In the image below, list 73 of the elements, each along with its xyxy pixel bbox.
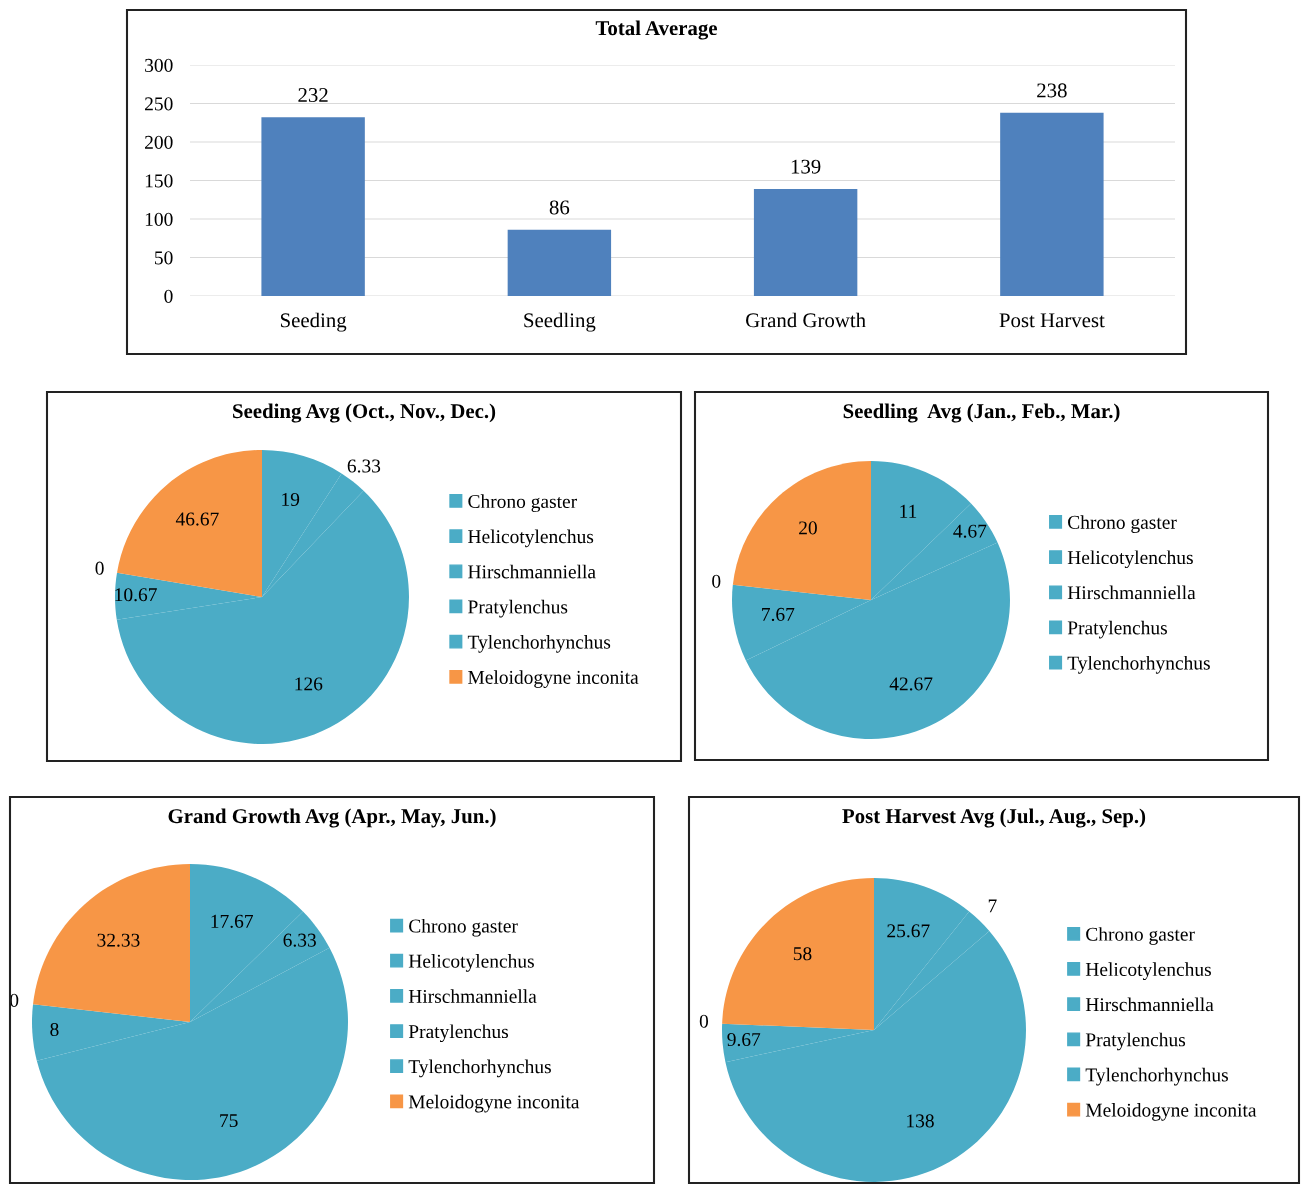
legend-label: Pratylenchus [1085,1032,1186,1051]
data-label: 20 [799,521,817,535]
data-label: 9.67 [727,1032,761,1047]
bar [507,229,612,296]
data-label: 7 [988,899,997,913]
data-label: 8 [50,1022,59,1037]
data-label: 6.33 [283,933,316,947]
data-label: 139 [791,159,821,174]
x-tick-label: Grand Growth [746,312,866,328]
legend-label: Helicotylenchus [468,529,594,548]
legend-label: Meloidogyne inconita [1085,1103,1257,1121]
legend-label: Chrono gaster [409,918,518,937]
y-tick-label: 100 [145,212,173,226]
legend-label: Pratylenchus [468,599,568,618]
legend-label: Hirschmanniella [408,989,537,1003]
data-label: 11 [900,504,917,518]
data-label: 42.67 [889,677,933,691]
legend-label: Helicotylenchus [408,954,534,972]
data-label: 25.67 [887,924,930,938]
legend-label: Meloidogyne inconita [468,670,639,688]
chart-title: Post Harvest Avg (Jul., Aug., Sep.) [842,808,1146,828]
legend-label: Tylenchorhynchus [467,635,611,653]
legend-label: Meloidogyne inconita [408,1094,580,1113]
bar [1000,112,1104,296]
legend-label: Hirschmanniella [1085,997,1214,1012]
legend-label: Tylenchorhynchus [408,1059,551,1078]
legend-label: Helicotylenchus [1067,550,1193,569]
chart-title: Seedling Avg (Jan., Feb., Mar.) [843,403,1120,423]
legend-label: Tylenchorhynchus [1085,1067,1228,1086]
data-label: 232 [298,88,328,103]
legend-label: Pratylenchus [1067,620,1167,639]
y-tick-label: 200 [145,135,173,149]
chart-title: Grand Growth Avg (Apr., May, Jun.) [168,808,496,828]
x-tick-label: Seedling [524,312,596,332]
legend-label: Chrono gaster [468,494,577,513]
data-label: 238 [1037,83,1067,98]
data-label: 10.67 [115,588,157,602]
text: 0 [712,574,721,588]
text: 0 [95,561,104,575]
data-label: 86 [549,200,570,215]
data-label: 46.67 [175,512,219,526]
y-tick-label: 0 [164,289,173,303]
data-label: 6.33 [347,459,381,473]
chart-title: Total Average [595,20,718,40]
legend-label: Hirschmanniella [1067,585,1196,600]
pie-slice [33,864,190,1022]
x-tick-label: Post Harvest [999,313,1105,328]
data-label: 138 [907,1114,934,1128]
legend-label: Tylenchorhynchus [1067,655,1210,674]
bar [753,188,858,296]
data-label: 17.67 [211,914,253,928]
legend-label: Chrono gaster [1086,927,1195,945]
data-label: 58 [793,947,812,961]
data-label: 4.67 [953,524,987,538]
y-tick-label: 250 [145,97,173,111]
text: 0 [699,1014,709,1028]
legend-label: Chrono gaster [1068,515,1177,533]
pie-slice [722,878,874,1030]
data-label: 7.67 [762,607,795,621]
data-label: 75 [220,1114,238,1128]
data-label: 126 [295,677,323,691]
data-label: 32.33 [97,933,140,947]
y-tick-label: 150 [145,174,173,188]
pie-slice [732,461,871,600]
y-tick-label: 50 [155,251,173,265]
chart-title: Seeding Avg (Oct., Nov., Dec.) [233,403,496,423]
legend-label: Hirschmanniella [468,564,596,579]
data-label: 19 [282,492,300,506]
bar [261,117,365,296]
x-tick-label: Seeding [280,312,347,332]
y-tick-label: 300 [145,58,173,72]
legend-label: Helicotylenchus [1085,962,1211,981]
legend-label: Pratylenchus [408,1024,509,1043]
